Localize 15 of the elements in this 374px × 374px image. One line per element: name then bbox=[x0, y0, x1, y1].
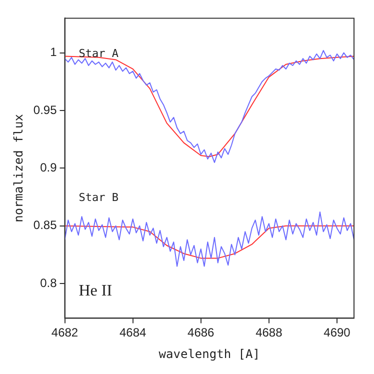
annotation: Star A bbox=[78, 47, 119, 60]
x-tick-label: 4690 bbox=[324, 326, 351, 340]
y-tick-label: 0.9 bbox=[40, 160, 58, 175]
x-tick-label: 4682 bbox=[51, 326, 78, 340]
x-tick-label: 4684 bbox=[119, 326, 146, 340]
x-tick-label: 4686 bbox=[188, 326, 215, 340]
annotation: Star B bbox=[78, 191, 119, 204]
y-tick-label: 0.95 bbox=[33, 102, 58, 117]
x-tick-label: 4688 bbox=[256, 326, 283, 340]
y-tick-label: 1 bbox=[50, 45, 58, 60]
y-tick-label: 0.8 bbox=[40, 276, 58, 290]
y-tick-label: 0.85 bbox=[33, 218, 58, 232]
y-axis-title: normalized flux bbox=[11, 114, 26, 222]
x-axis-title: wavelength [A] bbox=[158, 346, 260, 361]
annotation: He II bbox=[78, 282, 112, 300]
